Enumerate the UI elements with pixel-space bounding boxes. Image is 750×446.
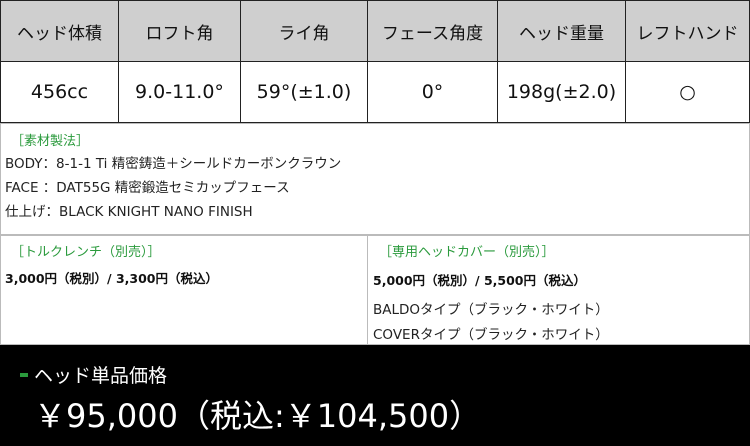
value-head-weight: 198g(±2.0) — [497, 61, 626, 123]
spec-value-row: 456cc 9.0-11.0° 59°(±1.0) 0° 198g(±2.0) … — [0, 61, 750, 123]
header-head-volume: ヘッド体積 — [0, 0, 119, 62]
price-banner: ヘッド単品価格 ￥95,000（税込:￥104,500） — [0, 345, 750, 446]
green-dash-icon — [20, 372, 28, 377]
materials-finish: 仕上げ：BLACK KNIGHT NANO FINISH — [5, 204, 253, 220]
header-face-angle: フェース角度 — [367, 0, 498, 62]
value-face-angle: 0° — [367, 61, 498, 123]
price-label: ヘッド単品価格 — [34, 365, 168, 387]
value-head-volume: 456cc — [0, 61, 119, 123]
spec-header-row: ヘッド体積 ロフト角 ライ角 フェース角度 ヘッド重量 レフトハンド — [0, 0, 750, 62]
header-left-hand: レフトハンド — [625, 0, 750, 62]
torque-wrench-price: 3,000円（税別）/ 3,300円（税込） — [5, 271, 218, 286]
price-value: ￥95,000（税込:￥104,500） — [34, 397, 482, 435]
head-cover-type-baldo: BALDOタイプ（ブラック・ホワイト） — [373, 302, 609, 318]
materials-body: BODY：8-1-1 Ti 精密鋳造＋シールドカーボンクラウン — [5, 156, 342, 172]
value-lie: 59°(±1.0) — [240, 61, 368, 123]
materials-face: FACE ：DAT55G 精密鍛造セミカップフェース — [5, 180, 290, 196]
torque-wrench-title: ［トルクレンチ（別売）］ — [11, 245, 161, 260]
head-cover-section: ［専用ヘッドカバー（別売）］ 5,000円（税別）/ 5,500円（税込） BA… — [367, 235, 750, 345]
header-head-weight: ヘッド重量 — [497, 0, 626, 62]
head-cover-type-cover: COVERタイプ（ブラック・ホワイト） — [373, 327, 609, 343]
head-cover-price: 5,000円（税別）/ 5,500円（税込） — [373, 273, 586, 288]
header-loft: ロフト角 — [118, 0, 241, 62]
materials-section: ［素材製法］ BODY：8-1-1 Ti 精密鋳造＋シールドカーボンクラウン F… — [0, 123, 750, 235]
spec-table: ヘッド体積 ロフト角 ライ角 フェース角度 ヘッド重量 レフトハンド 456cc… — [0, 0, 750, 123]
torque-wrench-section: ［トルクレンチ（別売）］ 3,000円（税別）/ 3,300円（税込） — [0, 235, 368, 345]
price-label-row: ヘッド単品価格 — [20, 361, 167, 388]
materials-title: ［素材製法］ — [11, 134, 90, 149]
value-left-hand: ○ — [625, 61, 750, 123]
header-lie: ライ角 — [240, 0, 368, 62]
head-cover-title: ［専用ヘッドカバー（別売）］ — [379, 245, 555, 260]
value-loft: 9.0-11.0° — [118, 61, 241, 123]
